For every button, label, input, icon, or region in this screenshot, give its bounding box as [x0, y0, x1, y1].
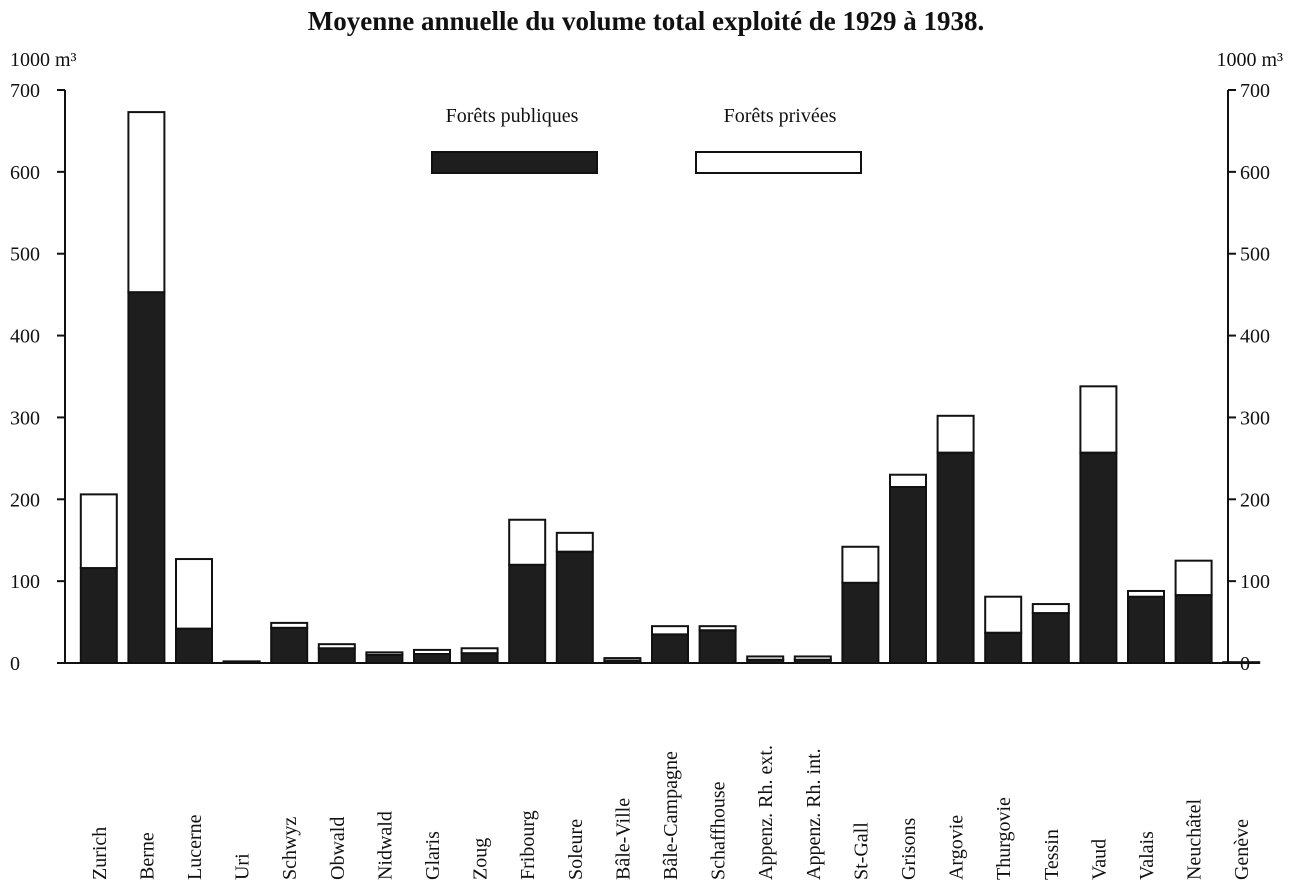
- bar-segment: [317, 647, 356, 664]
- y2-axis-label: 1000 m³: [1216, 49, 1283, 71]
- x-tick-label: Vaud: [1088, 839, 1110, 880]
- y-tick-label: 400: [10, 326, 40, 348]
- bar-segment: [270, 626, 309, 665]
- x-tick-label: Berne: [136, 832, 158, 880]
- y2-tick-label: 300: [1240, 407, 1270, 429]
- bar-segment: [222, 660, 261, 664]
- bar-segment: [936, 451, 975, 664]
- bar-segment: [175, 558, 213, 630]
- y-tick-label: 100: [10, 571, 40, 593]
- bar-segment: [984, 631, 1023, 664]
- bar-segment: [508, 518, 547, 566]
- y2-tick-label: 400: [1240, 326, 1270, 348]
- bar-segment: [1127, 595, 1165, 665]
- bar-segment: [889, 473, 927, 489]
- bar-segment: [1079, 451, 1118, 664]
- y2-tick-label: 700: [1240, 80, 1270, 102]
- x-tick-label: Obwald: [327, 817, 349, 880]
- x-tick-label: Nidwald: [374, 811, 396, 880]
- bar-segment: [365, 653, 404, 664]
- bar-segment: [413, 652, 451, 665]
- x-tick-label: Thurgovie: [993, 797, 1015, 880]
- x-tick-label: Zoug: [470, 838, 492, 880]
- x-tick-label: Schwyz: [279, 817, 301, 880]
- bar-segment: [1174, 559, 1213, 597]
- bar-segment: [1031, 612, 1070, 664]
- bar-segment: [270, 621, 309, 629]
- bar-segment: [460, 652, 499, 664]
- x-tick-label: Schaffhouse: [708, 781, 730, 880]
- bar-segment: [936, 414, 975, 454]
- bar-segment: [79, 493, 118, 570]
- x-tick-label: Bâle-Ville: [612, 798, 634, 880]
- x-tick-label: Grisons: [898, 818, 920, 880]
- bar-segment: [460, 647, 499, 655]
- x-tick-label: Genève: [1231, 819, 1253, 880]
- x-tick-label: Tessin: [1041, 829, 1063, 880]
- x-tick-label: St-Gall: [850, 822, 872, 880]
- x-tick-label: Lucerne: [184, 814, 206, 880]
- y2-tick-label: 100: [1240, 571, 1270, 593]
- y-tick-label: 200: [10, 489, 40, 511]
- y2-tick-label: 600: [1240, 162, 1270, 184]
- x-tick-label: Glaris: [422, 831, 444, 880]
- bar-segment: [1127, 589, 1165, 598]
- bar-segment: [365, 651, 404, 656]
- x-tick-label: Uri: [232, 853, 254, 880]
- bar-segment: [1174, 594, 1213, 665]
- y-tick-label: 500: [10, 244, 40, 266]
- x-tick-label: Argovie: [946, 815, 968, 880]
- y2-tick-label: 200: [1240, 489, 1270, 511]
- bar-segment: [889, 486, 927, 664]
- bar-segment: [603, 657, 642, 662]
- x-tick-label: Fribourg: [517, 810, 539, 880]
- bar-segment: [555, 531, 594, 553]
- x-tick-label: Soleure: [565, 819, 587, 880]
- legend-swatch: [695, 151, 862, 174]
- bar-segment: [984, 595, 1023, 634]
- bar-segment: [651, 633, 689, 664]
- legend-label: Forêts publiques: [446, 105, 579, 127]
- bar-segment: [698, 629, 737, 664]
- bar-segment: [127, 291, 166, 664]
- x-tick-label: Zurich: [89, 827, 111, 880]
- legend-label: Forêts privées: [724, 105, 837, 127]
- bar-segment: [746, 655, 785, 661]
- y2-tick-label: 500: [1240, 244, 1270, 266]
- bar-segment: [508, 563, 547, 664]
- bar-segment: [317, 643, 356, 650]
- x-tick-label: Appenz. Rh. ext.: [755, 745, 777, 880]
- bar-segment: [841, 545, 880, 584]
- y-tick-label: 700: [10, 80, 40, 102]
- bar-segment: [127, 111, 166, 294]
- x-tick-label: Neuchâtel: [1184, 798, 1206, 880]
- y-axis-label: 1000 m³: [10, 49, 77, 71]
- bar-segment: [555, 550, 594, 664]
- x-tick-label: Bâle-Campagne: [660, 751, 682, 880]
- y-tick-label: 600: [10, 162, 40, 184]
- bar-segment: [175, 627, 213, 664]
- bar-segment: [651, 625, 689, 636]
- bar-segment: [1031, 603, 1070, 615]
- bar-segment: [79, 567, 118, 664]
- x-tick-label: Valais: [1136, 831, 1158, 880]
- bar-segment: [1079, 385, 1118, 454]
- bar-segment: [413, 648, 451, 655]
- chart-title: Moyenne annuelle du volume total exploit…: [308, 6, 985, 36]
- bar-segment: [1222, 661, 1261, 665]
- bar-segment: [698, 625, 737, 632]
- y-tick-label: 0: [10, 653, 20, 675]
- y-tick-label: 300: [10, 407, 40, 429]
- x-tick-label: Appenz. Rh. int.: [803, 748, 825, 880]
- legend-swatch: [431, 151, 598, 174]
- bar-segment: [793, 655, 832, 661]
- bar-segment: [841, 581, 880, 665]
